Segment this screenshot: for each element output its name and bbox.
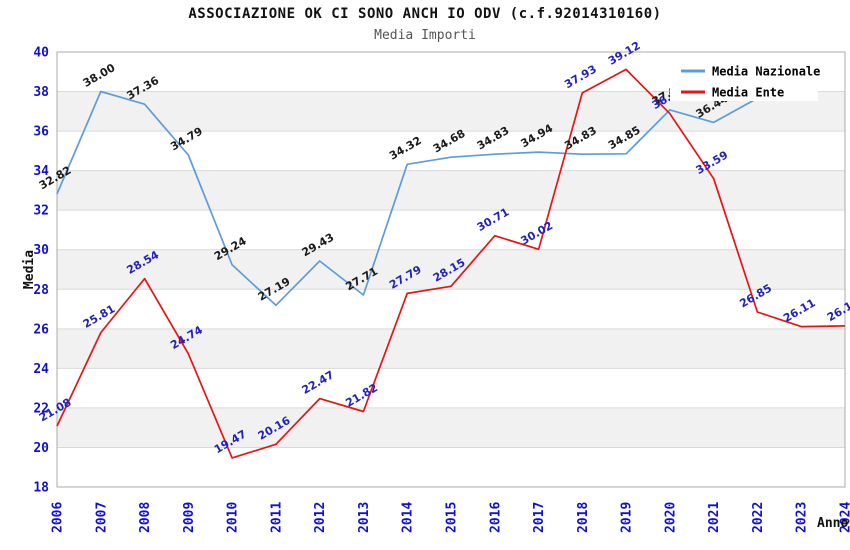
plot-band	[57, 249, 845, 290]
y-tick-label: 22	[33, 401, 49, 416]
data-label: 34.32	[387, 134, 424, 163]
x-tick-label: 2023	[795, 502, 810, 533]
x-tick-label: 2008	[138, 502, 153, 533]
x-tick-label: 2014	[401, 502, 416, 533]
x-tick-label: 2024	[839, 502, 850, 533]
chart-title: ASSOCIAZIONE OK CI SONO ANCH IO ODV (c.f…	[188, 6, 662, 22]
y-tick-label: 20	[33, 441, 49, 456]
x-tick-label: 2020	[663, 502, 678, 533]
y-tick-label: 26	[33, 322, 49, 337]
x-tick-label: 2018	[576, 502, 591, 533]
y-tick-label: 30	[33, 243, 49, 258]
x-tick-label: 2010	[226, 502, 241, 533]
y-axis-title: Media	[22, 250, 37, 289]
y-tick-label: 36	[33, 125, 49, 140]
x-axis-title: Anno	[817, 516, 848, 531]
x-tick-label: 2016	[488, 502, 503, 533]
y-tick-label: 40	[33, 46, 49, 61]
legend-label: Media Nazionale	[712, 65, 820, 79]
y-tick-label: 28	[33, 283, 49, 298]
y-tick-label: 24	[33, 362, 49, 377]
y-tick-label: 18	[33, 481, 49, 496]
series-line-media-nazionale	[56, 90, 758, 307]
legend-label: Media Ente	[712, 86, 784, 100]
x-tick-label: 2021	[707, 502, 722, 533]
plot-band	[57, 328, 845, 369]
data-label: 25.81	[81, 302, 118, 331]
x-tick-label: 2022	[751, 502, 766, 533]
x-tick-label: 2015	[445, 502, 460, 533]
x-tick-label: 2009	[182, 502, 197, 533]
data-label: 22.47	[300, 368, 337, 397]
x-tick-label: 2013	[357, 502, 372, 533]
y-tick-label: 32	[33, 204, 49, 219]
x-tick-label: 2011	[269, 502, 284, 533]
y-tick-label: 34	[33, 164, 49, 179]
chart-subtitle: Media Importi	[374, 28, 476, 43]
series-line-media-ente	[56, 68, 846, 459]
data-label: 30.02	[518, 219, 555, 248]
data-label: 26.15	[825, 295, 850, 324]
data-label: 39.12	[606, 39, 643, 68]
data-label: 26.11	[781, 296, 818, 325]
plot-border	[56, 51, 846, 488]
plot-band	[57, 407, 845, 448]
y-tick-label: 38	[33, 85, 49, 100]
data-label: 38.00	[81, 61, 118, 90]
x-tick-label: 2019	[620, 502, 635, 533]
plot-band	[57, 170, 845, 211]
x-tick-label: 2012	[313, 502, 328, 533]
data-label: 21.82	[343, 381, 380, 410]
x-tick-label: 2007	[94, 502, 109, 533]
x-tick-label: 2006	[51, 502, 66, 533]
x-tick-label: 2017	[532, 502, 547, 533]
